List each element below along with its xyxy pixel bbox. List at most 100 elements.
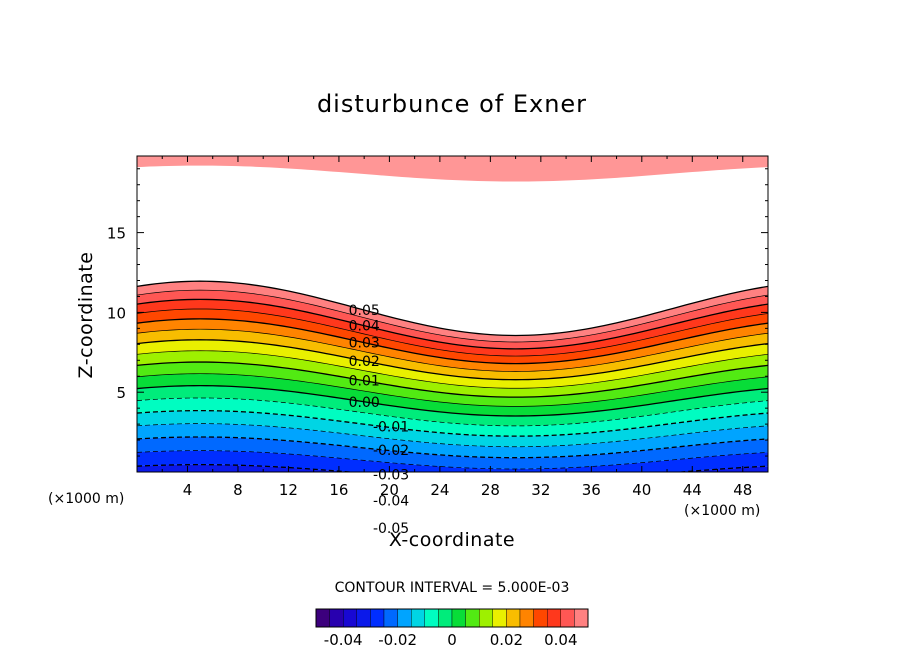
colorbar-tick-label: -0.04 [324, 631, 363, 649]
x-tick-label: 20 [380, 481, 399, 499]
contour-line [137, 298, 768, 350]
contour-line [137, 397, 768, 427]
x-unit-left: (×1000 m) [48, 491, 124, 507]
x-tick-label: 40 [632, 481, 651, 499]
contour-label: 0.02 [349, 354, 380, 370]
colorbar-cell [547, 608, 562, 628]
colorbar-tick-label: 0 [447, 631, 457, 649]
contour-band [137, 281, 768, 342]
contour-band [137, 472, 768, 530]
contour-label: -0.04 [373, 494, 409, 510]
contour-line [137, 350, 768, 389]
contour-label: -0.01 [373, 420, 409, 436]
contour-label: -0.05 [373, 521, 409, 537]
contour-labels: 0.050.040.030.020.010.00-0.01-0.02-0.03-… [349, 303, 410, 537]
contour-line [137, 339, 768, 381]
contour-band [137, 329, 768, 380]
contour-band [137, 362, 768, 407]
colorbar-cell [506, 608, 521, 628]
colorbar-frame [315, 608, 589, 628]
contour-line [137, 450, 768, 470]
x-tick-label: 16 [329, 481, 348, 499]
y-tick-label: 5 [116, 384, 126, 402]
contour-band [137, 299, 768, 357]
colorbar-cell [451, 608, 466, 628]
x-unit-right: (×1000 m) [684, 503, 760, 519]
contour-line [137, 436, 768, 459]
contour-band [137, 494, 768, 518]
plot-frame [136, 155, 769, 473]
contour-lines [137, 280, 768, 518]
contour-band [137, 318, 768, 372]
contour-line [137, 318, 768, 365]
contour-label: -0.02 [373, 443, 409, 459]
contour-label: 0.03 [349, 336, 380, 352]
contour-band [137, 290, 768, 349]
y-axis-label: Z-coordinate [75, 252, 97, 379]
x-tick-label: 32 [531, 481, 550, 499]
contour-line [137, 423, 768, 448]
y-tick-label: 10 [107, 304, 126, 322]
contour-line [137, 280, 768, 337]
x-tick-label: 4 [183, 481, 193, 499]
upper-band [137, 156, 768, 182]
colorbar-cell [492, 608, 507, 628]
contour-line [137, 463, 768, 472]
colorbar-cell [370, 608, 385, 628]
x-tick-label: 12 [279, 481, 298, 499]
contour-band [137, 373, 768, 416]
colorbar-tick-label: 0.04 [544, 631, 577, 649]
colorbar-cell [574, 608, 589, 628]
colorbar-cell [411, 608, 426, 628]
colorbar-cell [533, 608, 548, 628]
contour-band [137, 308, 768, 364]
contour-interval-label: CONTOUR INTERVAL = 5.000E-03 [335, 580, 570, 596]
x-axis-label: X-coordinate [389, 529, 515, 551]
contour-band [137, 479, 768, 505]
contour-line [137, 308, 768, 357]
contour-band [137, 339, 768, 389]
colorbar-cell [519, 608, 534, 628]
contour-band [137, 436, 768, 469]
contour-band [137, 397, 768, 437]
x-tick-label: 28 [481, 481, 500, 499]
colorbar-cell [356, 608, 371, 628]
contour-line [137, 361, 768, 398]
contour-line [137, 494, 768, 505]
colorbar [315, 608, 589, 628]
contour-field [137, 156, 768, 531]
contour-label: 0.01 [349, 374, 380, 390]
x-tick-label: 36 [582, 481, 601, 499]
contour-line [137, 373, 768, 407]
contour-band [137, 423, 768, 458]
contour-band [137, 464, 768, 472]
contour-label: 0.00 [349, 395, 380, 411]
colorbar-cell [479, 608, 494, 628]
contour-band [137, 509, 768, 531]
contour-line [137, 328, 768, 372]
contour-band [137, 450, 768, 472]
colorbar-tick-label: -0.02 [378, 631, 417, 649]
colorbar-cell [315, 608, 330, 628]
chart-title: disturbunce of Exner [317, 90, 587, 118]
colorbar-cell [397, 608, 412, 628]
colorbar-ticks: -0.04 -0.02 0 0.02 0.04 [324, 631, 578, 649]
contour-line [137, 385, 768, 417]
colorbar-cell [560, 608, 575, 628]
contour-line [137, 509, 768, 518]
contour-label: 0.04 [349, 319, 380, 335]
colorbar-cell [465, 608, 480, 628]
x-tick-label: 8 [233, 481, 243, 499]
colorbar-cell [329, 608, 344, 628]
contour-line [137, 479, 768, 493]
colorbar-tick-label: 0.02 [490, 631, 523, 649]
x-tick-label: 44 [683, 481, 702, 499]
colorbar-cell [424, 608, 439, 628]
contour-label: 0.05 [349, 303, 380, 319]
colorbar-cell [383, 608, 398, 628]
x-tick-label: 24 [430, 481, 449, 499]
contour-line [137, 289, 768, 343]
y-tick-label: 15 [107, 225, 126, 243]
